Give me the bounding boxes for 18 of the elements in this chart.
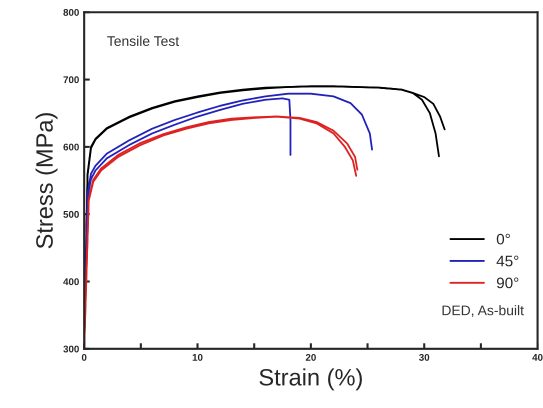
x-tick-label: 30 [419,354,430,361]
x-axis-title: Strain (%) [259,368,362,390]
y-axis-title: Stress (MPa) [36,113,58,248]
y-tick-label: 300 [63,346,79,352]
annotation: Tensile Test [107,36,180,46]
legend-label: 45° [496,256,518,266]
annotation: DED, As-built [442,305,524,317]
x-tick-label: 0 [82,354,86,361]
x-tick-label: 40 [532,354,543,361]
x-tick-label: 10 [192,354,203,361]
legend-label: 90° [496,277,518,288]
x-tick-label: 20 [306,354,316,361]
y-tick-label: 500 [63,210,79,218]
y-tick-label: 400 [63,278,79,286]
y-tick-label: 700 [64,76,79,84]
y-tick-label: 800 [63,8,79,16]
y-tick-label: 600 [63,144,79,150]
legend-label: 0° [496,234,510,245]
